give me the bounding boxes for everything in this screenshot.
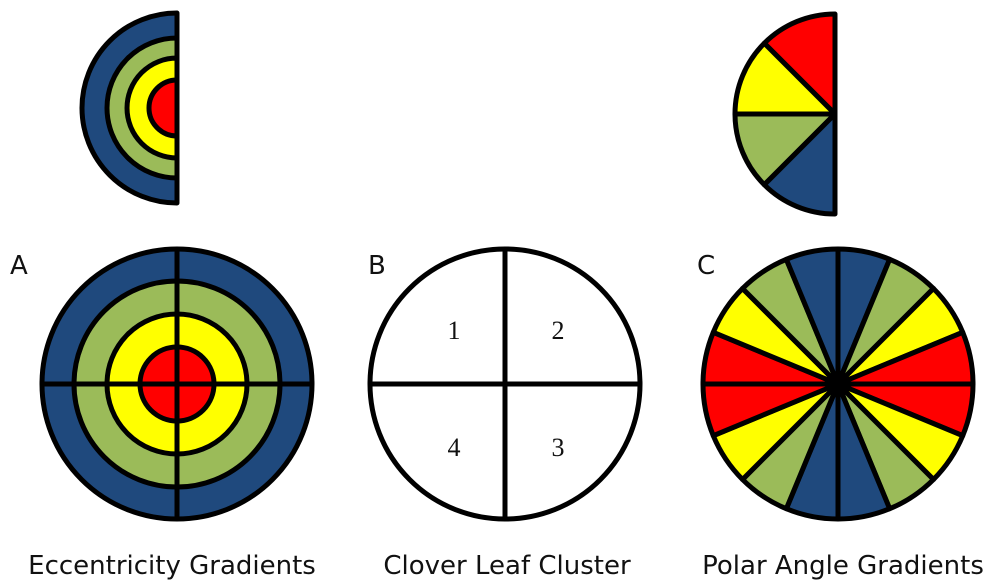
caption: Polar Angle Gradients: [702, 551, 984, 581]
caption: Clover Leaf Cluster: [383, 551, 631, 581]
wedge: [146, 77, 180, 139]
shapes: [39, 10, 976, 522]
quadrant-number: 1: [448, 316, 461, 345]
wedge: [732, 40, 838, 117]
wedge: [732, 111, 838, 188]
quadrant-number: 4: [448, 433, 461, 462]
caption: Eccentricity Gradients: [28, 551, 316, 581]
panel-letter: C: [697, 251, 715, 281]
wedge: [761, 11, 838, 117]
panel-letter: B: [368, 251, 386, 281]
panel-letter: A: [10, 251, 28, 281]
quadrant-number: 2: [552, 316, 565, 345]
wedge: [783, 246, 841, 387]
quadrant-number: 3: [552, 433, 565, 462]
wedge: [761, 111, 838, 217]
